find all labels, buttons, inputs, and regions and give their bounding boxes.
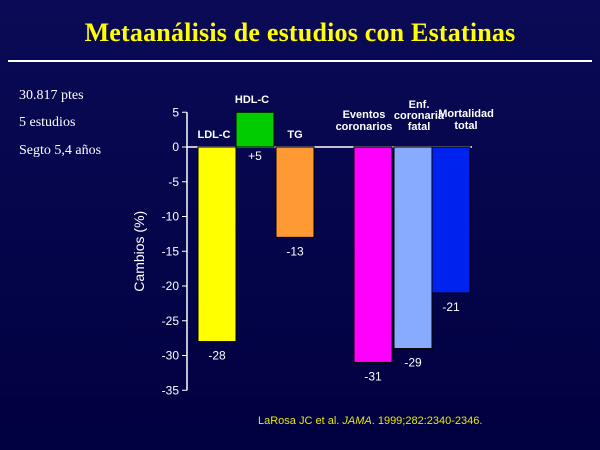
info-followup: Segto 5,4 años xyxy=(19,143,102,158)
title-divider xyxy=(8,60,592,62)
category-label-line: fatal xyxy=(408,121,431,133)
bar-value-label: -13 xyxy=(286,244,304,258)
citation-authors: LaRosa JC et al. xyxy=(258,415,343,427)
y-tick-label: -5 xyxy=(168,175,179,189)
y-tick-label: 5 xyxy=(172,105,179,119)
info-studies: 5 estudios xyxy=(19,115,76,130)
citation-journal: JAMA xyxy=(342,415,372,427)
category-label: TG xyxy=(287,129,302,141)
category-label-line: total xyxy=(454,120,477,132)
y-tick-label: -15 xyxy=(162,244,180,258)
bar-value-label: -21 xyxy=(442,300,460,314)
category-label-line: LDL-C xyxy=(198,129,231,141)
y-tick-label: -30 xyxy=(162,349,180,363)
category-label-line: coronaria xyxy=(394,110,445,122)
bar-value-label: -29 xyxy=(404,356,422,370)
y-tick-label: -10 xyxy=(162,210,180,224)
bar xyxy=(431,146,471,294)
category-label: Enf. coronaria fatal xyxy=(394,99,445,133)
category-label-line: Eventos xyxy=(343,109,386,121)
bar-value-label: -31 xyxy=(364,369,382,383)
bar xyxy=(275,146,315,238)
category-label-line: TG xyxy=(287,129,302,141)
bar-value-label: -28 xyxy=(208,349,226,363)
bar xyxy=(197,146,237,343)
slide-title: Metaanálisis de estudios con Estatinas xyxy=(84,18,516,47)
y-axis-title: Cambios (%) xyxy=(131,211,147,292)
y-tick-label: 0 xyxy=(172,140,179,154)
category-label-line: Enf. xyxy=(409,99,430,111)
category-label: Eventos coronarios xyxy=(336,109,393,133)
y-tick-label: -25 xyxy=(162,314,180,328)
info-patients: 30.817 ptes xyxy=(19,88,84,103)
y-tick-label: -35 xyxy=(162,383,180,397)
citation-details: . 1999;282:2340-2346. xyxy=(371,415,483,427)
bar xyxy=(353,146,393,363)
category-label-line: HDL-C xyxy=(235,94,269,106)
bar xyxy=(235,111,275,148)
category-label-line: Mortalidad xyxy=(438,108,494,120)
category-label-line: coronarios xyxy=(336,121,393,133)
bar-value-label: +5 xyxy=(248,149,262,163)
bar xyxy=(393,146,433,350)
category-label: HDL-C xyxy=(235,94,269,106)
category-label: Mortalidad total xyxy=(438,108,494,132)
y-tick-label: -20 xyxy=(162,279,180,293)
citation: LaRosa JC et al. JAMA. 1999;282:2340-234… xyxy=(258,415,482,427)
category-label: LDL-C xyxy=(198,129,231,141)
